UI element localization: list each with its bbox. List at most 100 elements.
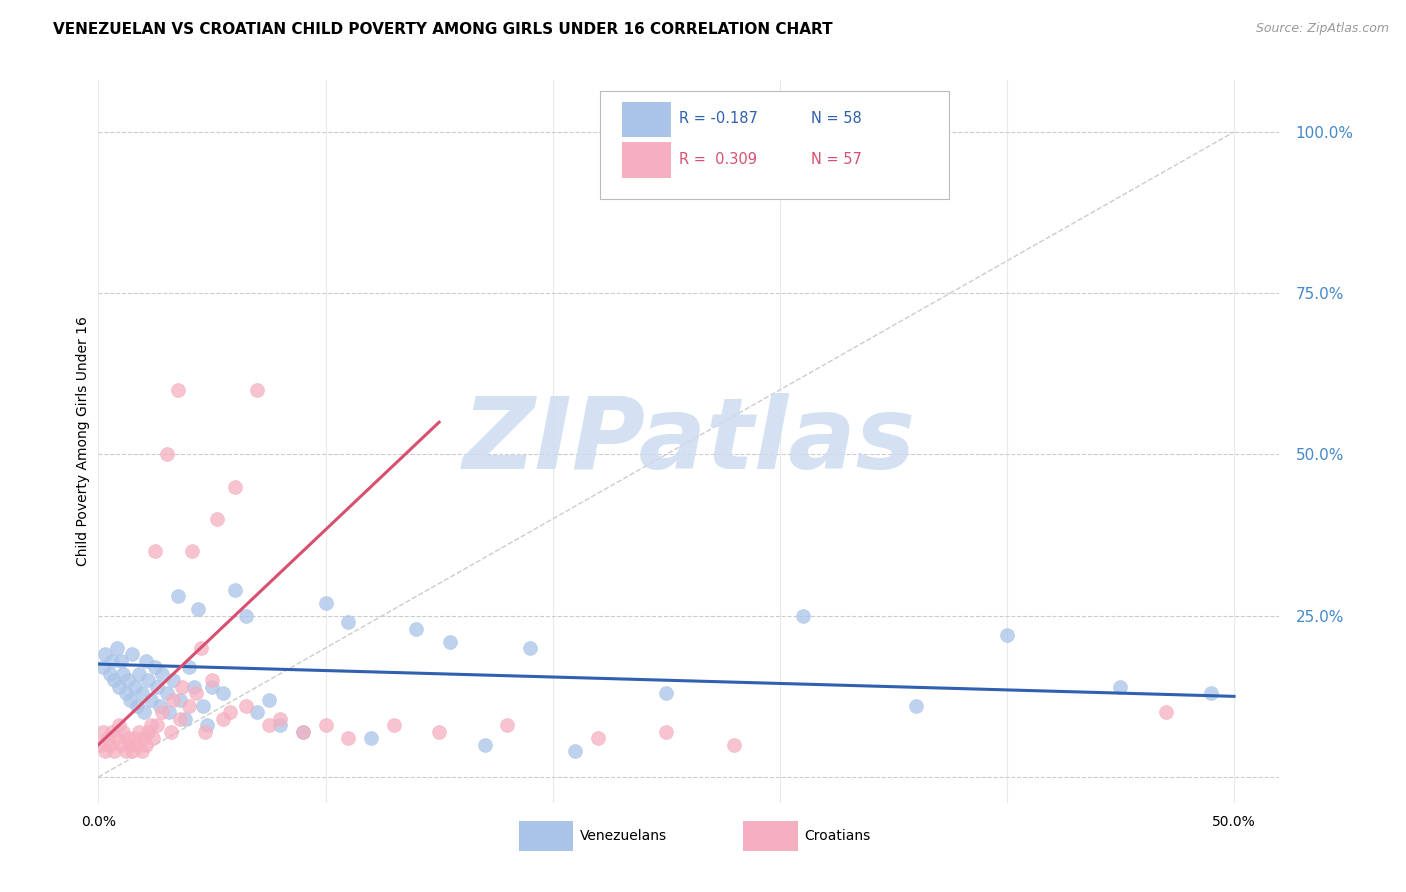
Point — [257, 718, 280, 732]
Point — [197, 718, 219, 732]
Point — [146, 680, 169, 694]
Point — [120, 738, 142, 752]
Y-axis label: Child Poverty Among Girls Under 16: Child Poverty Among Girls Under 16 — [76, 317, 90, 566]
Point — [124, 731, 146, 746]
Point — [201, 680, 224, 694]
Point — [337, 615, 360, 630]
Point — [167, 590, 190, 604]
Point — [291, 724, 314, 739]
Point — [138, 673, 160, 688]
Text: R =  0.309: R = 0.309 — [679, 152, 758, 167]
Point — [91, 660, 114, 674]
Point — [1109, 680, 1132, 694]
Point — [655, 686, 678, 700]
Text: ZIPatlas: ZIPatlas — [463, 393, 915, 490]
Point — [124, 680, 146, 694]
Point — [160, 724, 183, 739]
Point — [405, 622, 427, 636]
Point — [184, 686, 207, 700]
Point — [155, 686, 177, 700]
Point — [132, 731, 155, 746]
Point — [90, 738, 112, 752]
Point — [246, 706, 269, 720]
Point — [135, 654, 157, 668]
Point — [291, 724, 314, 739]
Point — [143, 544, 166, 558]
Point — [101, 654, 124, 668]
Point — [269, 712, 291, 726]
Point — [427, 724, 450, 739]
Text: N = 58: N = 58 — [811, 112, 862, 126]
Point — [167, 383, 190, 397]
Point — [360, 731, 382, 746]
Point — [96, 731, 118, 746]
Point — [191, 699, 214, 714]
Point — [655, 724, 678, 739]
Point — [1201, 686, 1223, 700]
Point — [190, 640, 212, 655]
Point — [792, 608, 814, 623]
Point — [94, 648, 117, 662]
Point — [114, 744, 136, 758]
Point — [586, 731, 609, 746]
Point — [139, 718, 162, 732]
Point — [101, 724, 124, 739]
Point — [180, 544, 202, 558]
Point — [905, 699, 928, 714]
Point — [135, 738, 157, 752]
Point — [179, 699, 201, 714]
FancyBboxPatch shape — [621, 143, 671, 178]
Point — [257, 692, 280, 706]
Point — [131, 744, 153, 758]
Point — [121, 744, 143, 758]
Text: VENEZUELAN VS CROATIAN CHILD POVERTY AMONG GIRLS UNDER 16 CORRELATION CHART: VENEZUELAN VS CROATIAN CHILD POVERTY AMO… — [53, 22, 832, 37]
Point — [131, 686, 153, 700]
Point — [246, 383, 269, 397]
Point — [138, 724, 160, 739]
Point — [149, 699, 172, 714]
Text: Croatians: Croatians — [804, 829, 870, 843]
Point — [117, 731, 139, 746]
Point — [157, 706, 180, 720]
Point — [117, 673, 139, 688]
Point — [108, 680, 131, 694]
Point — [723, 738, 745, 752]
Point — [108, 718, 131, 732]
Point — [125, 699, 148, 714]
Point — [162, 673, 184, 688]
Point — [496, 718, 519, 732]
Point — [219, 706, 242, 720]
Point — [212, 686, 235, 700]
Point — [519, 640, 541, 655]
Point — [146, 718, 169, 732]
Point — [205, 512, 228, 526]
Point — [235, 699, 257, 714]
Point — [94, 744, 117, 758]
Point — [172, 680, 194, 694]
Point — [128, 666, 150, 681]
Point — [150, 706, 173, 720]
Point — [155, 447, 177, 461]
FancyBboxPatch shape — [600, 91, 949, 200]
Point — [995, 628, 1018, 642]
FancyBboxPatch shape — [519, 821, 574, 851]
Point — [169, 692, 191, 706]
Point — [105, 731, 128, 746]
Point — [194, 724, 217, 739]
Point — [128, 724, 150, 739]
Point — [269, 718, 291, 732]
Point — [98, 666, 121, 681]
Point — [169, 712, 191, 726]
Point — [212, 712, 235, 726]
Point — [112, 666, 135, 681]
Point — [224, 582, 246, 597]
Point — [91, 724, 114, 739]
Point — [187, 602, 209, 616]
Text: R = -0.187: R = -0.187 — [679, 112, 758, 126]
Point — [179, 660, 201, 674]
Point — [110, 738, 132, 752]
Text: Source: ZipAtlas.com: Source: ZipAtlas.com — [1256, 22, 1389, 36]
Point — [105, 640, 128, 655]
Point — [143, 660, 166, 674]
Point — [103, 744, 125, 758]
